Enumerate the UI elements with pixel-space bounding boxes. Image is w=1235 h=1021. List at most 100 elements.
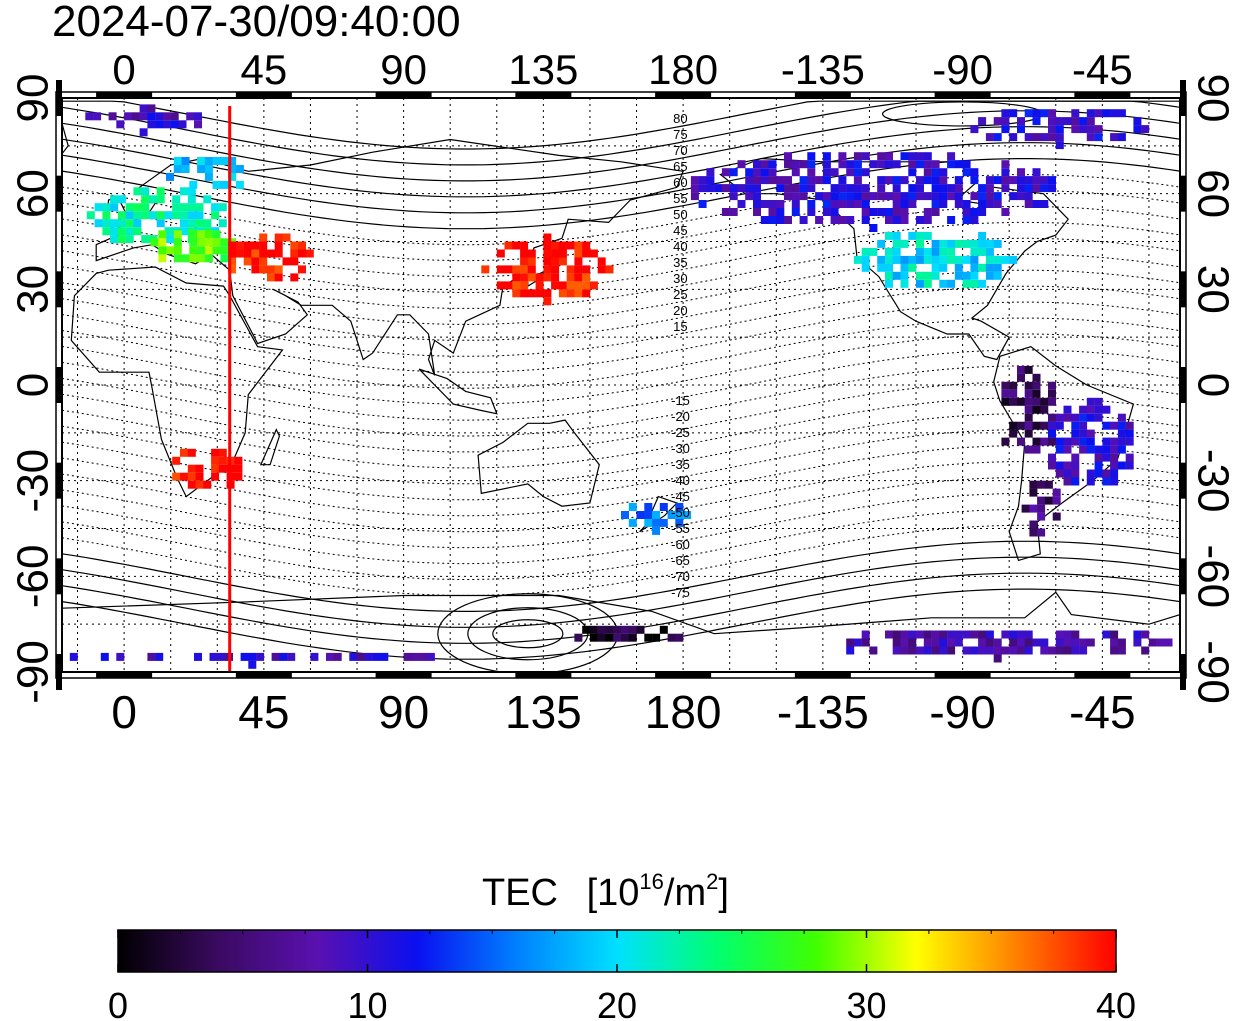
tec-pixel <box>760 176 769 185</box>
tec-pixel <box>496 249 505 258</box>
tec-pixel <box>807 184 816 193</box>
tec-pixel <box>1079 117 1088 126</box>
tec-pixel <box>1063 117 1072 126</box>
tec-pixel <box>737 184 746 193</box>
left-lat-label: 90 <box>9 74 58 123</box>
tec-pixel <box>916 176 924 185</box>
tec-pixel <box>155 112 164 121</box>
tec-pixel <box>1086 437 1095 446</box>
contour-line <box>62 237 1180 309</box>
tec-pixel <box>652 518 661 527</box>
tec-pixel <box>978 263 987 272</box>
top-tick-mark <box>235 92 292 98</box>
tec-pixel <box>993 200 1002 208</box>
contour-line <box>62 556 1180 628</box>
tec-pixel <box>1086 397 1095 406</box>
tec-pixel <box>962 239 971 248</box>
tec-pixel <box>721 168 730 177</box>
tec-pixel <box>1055 437 1064 446</box>
tec-pixel <box>753 192 761 201</box>
tec-pixel <box>218 448 227 457</box>
tec-pixel <box>180 227 188 236</box>
bottom-lon-label: -135 <box>777 686 869 738</box>
tec-pixel <box>256 652 265 661</box>
tec-pixel <box>1029 528 1038 537</box>
tec-pixel <box>1110 445 1119 454</box>
tec-pixel <box>799 160 808 169</box>
tec-pixel <box>784 216 792 224</box>
tec-pixel <box>512 289 521 298</box>
tec-pixel <box>1017 184 1025 193</box>
tec-pixel <box>900 263 909 272</box>
timestamp-title: 2024-07-30/09:40:00 <box>52 0 461 46</box>
tec-pixel <box>861 200 870 208</box>
tec-pixel <box>1001 646 1010 655</box>
tec-pixel <box>799 192 808 201</box>
tec-pixel <box>947 152 956 161</box>
tec-pixel <box>861 168 870 177</box>
tec-pixel <box>776 200 785 208</box>
tec-data-layer <box>69 104 1173 669</box>
tec-pixel <box>204 172 213 181</box>
tec-pixel <box>1037 512 1046 521</box>
tec-pixel <box>675 633 684 642</box>
tec-pixel <box>985 638 994 647</box>
tec-pixel <box>729 168 738 177</box>
tec-pixel <box>861 216 870 224</box>
tec-pixel <box>543 249 552 258</box>
tec-pixel <box>613 633 622 642</box>
tec-pixel <box>1048 133 1056 142</box>
tec-pixel <box>310 652 319 661</box>
tec-pixel <box>173 254 182 263</box>
tec-pixel <box>372 652 381 661</box>
tec-pixel <box>1001 176 1010 185</box>
tec-pixel <box>1017 373 1025 382</box>
tec-pixel <box>326 652 334 661</box>
tec-pixel <box>706 168 715 177</box>
tec-pixel <box>815 192 824 201</box>
tec-pixel <box>931 184 940 193</box>
left-lat-label: 60 <box>9 169 58 218</box>
coast-antarctica <box>62 591 1180 672</box>
tec-pixel <box>187 472 196 481</box>
tec-pixel <box>830 168 839 177</box>
tec-pixel <box>644 503 653 511</box>
tec-pixel <box>1048 421 1056 430</box>
tec-pixel <box>954 271 963 280</box>
tec-pixel <box>745 176 754 185</box>
tec-pixel <box>426 652 435 661</box>
tec-pixel <box>916 152 924 161</box>
tec-pixel <box>838 184 847 193</box>
tec-pixel <box>125 235 134 244</box>
tec-pixel <box>235 249 244 258</box>
tec-pixel <box>187 219 196 228</box>
tec-pixel <box>220 254 229 263</box>
tec-pixel <box>1044 496 1053 505</box>
tec-pixel <box>846 168 855 177</box>
tec-pixel <box>892 638 901 647</box>
tec-pixel <box>916 160 924 169</box>
tec-pixel <box>916 216 924 224</box>
tec-pixel <box>496 281 505 290</box>
tec-pixel <box>189 246 198 255</box>
tec-pixel <box>621 625 629 634</box>
tec-pixel <box>962 279 971 288</box>
tec-pixel <box>1071 469 1080 478</box>
tec-pixel <box>582 281 591 290</box>
tec-pixel <box>597 633 606 642</box>
map-frame <box>61 97 1181 673</box>
tec-pixel <box>877 152 886 161</box>
tec-pixel <box>1024 184 1033 193</box>
left-tick-mark <box>56 654 62 690</box>
tec-pixel <box>504 265 513 274</box>
tec-pixel <box>1164 638 1173 647</box>
tec-pixel <box>892 255 901 264</box>
tec-pixel <box>481 265 490 274</box>
tec-pixel <box>1040 184 1049 193</box>
tec-pixel <box>729 208 738 216</box>
tec-pixel <box>892 176 901 185</box>
tec-pixel <box>1048 389 1056 398</box>
tec-pixel <box>993 646 1002 655</box>
tec-pixel <box>815 176 824 185</box>
tec-pixel <box>900 176 909 185</box>
